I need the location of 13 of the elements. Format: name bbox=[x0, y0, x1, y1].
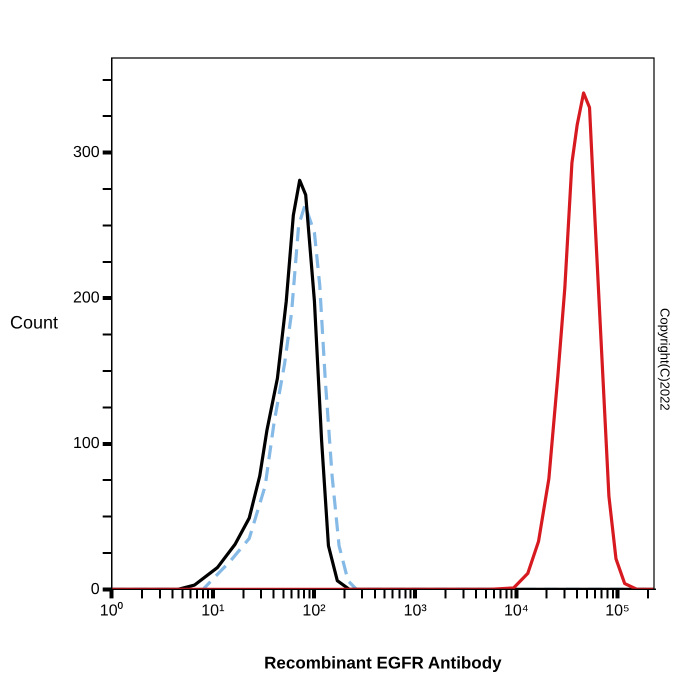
x-axis-title: Recombinant EGFR Antibody bbox=[264, 653, 502, 672]
x-tick-label: 10³ bbox=[404, 602, 428, 620]
x-tick-label: 10⁵ bbox=[605, 602, 630, 620]
x-tick-label: 10⁰ bbox=[100, 601, 124, 620]
y-tick-label: 0 bbox=[90, 580, 100, 598]
x-tick-label: 10¹ bbox=[201, 602, 224, 620]
text: Copyright(C)2022 bbox=[657, 308, 672, 411]
y-tick-label: 200 bbox=[72, 290, 100, 307]
y-tick-label: 100 bbox=[72, 435, 100, 452]
x-tick-label: 10² bbox=[302, 602, 326, 620]
y-tick-label: 300 bbox=[72, 144, 100, 162]
y-axis-title: Count bbox=[10, 312, 58, 333]
x-tick-label: 10⁴ bbox=[504, 602, 529, 620]
